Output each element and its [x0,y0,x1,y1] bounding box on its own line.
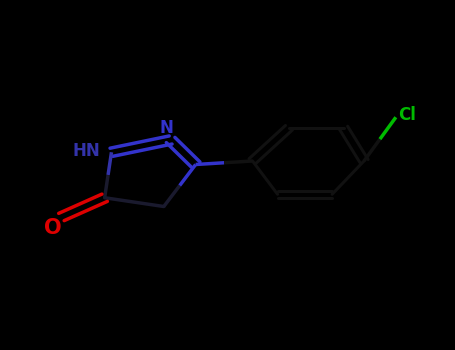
Text: Cl: Cl [398,106,416,125]
Text: N: N [159,119,173,137]
Text: HN: HN [73,141,100,160]
Text: O: O [44,217,61,238]
